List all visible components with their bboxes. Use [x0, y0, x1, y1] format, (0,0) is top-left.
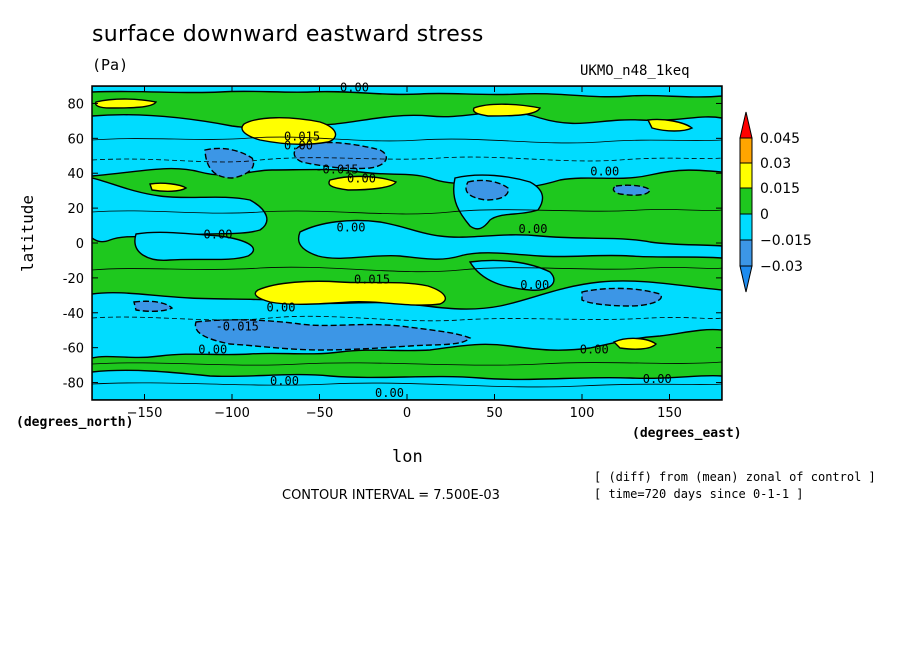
colorbar-box-minus-0.015: [739, 213, 753, 241]
colorbar-box-0.03: [739, 137, 753, 164]
field-high-7: [254, 280, 447, 306]
note-time: [ time=720 days since 0-1-1 ]: [594, 487, 804, 501]
y-tick-label: 60: [67, 132, 84, 147]
field-high-3: [472, 103, 542, 117]
x-tick-label: −150: [127, 406, 163, 421]
contour-label: -0.015: [216, 320, 259, 334]
y-tick-label: -20: [63, 272, 84, 287]
contour-label: 0.00: [590, 164, 619, 178]
y-tick-label: 40: [67, 167, 84, 182]
field-high-6: [328, 175, 398, 191]
field-region-south-band: [92, 369, 722, 400]
y-axis-unit: (degrees_north): [16, 415, 134, 430]
x-tick-label: −100: [214, 406, 250, 421]
contour-interval: CONTOUR INTERVAL = 7.500E-03: [282, 488, 500, 503]
colorbar-label: 0: [760, 207, 769, 223]
field-region-equator-left: [134, 231, 255, 261]
colorbar-label: −0.03: [760, 259, 803, 275]
contour-label: 0.00: [375, 386, 404, 400]
colorbar: 0.045 0.03 0.015 0 −0.015 −0.03: [739, 111, 812, 293]
colorbar-label: 0.045: [760, 131, 800, 147]
colorbar-label: −0.015: [760, 233, 812, 249]
note-diff: [ (diff) from (mean) zonal of control ]: [594, 470, 876, 484]
field-low-nh-3: [465, 179, 509, 201]
y-tick-label: 0: [76, 237, 84, 252]
contour-label: -0.015: [315, 163, 358, 177]
dataset-label: UKMO_n48_1keq: [580, 63, 690, 79]
field-low-sh-2: [581, 287, 662, 307]
field-low-nh-2: [293, 141, 388, 170]
field-region-nhtropic-left: [92, 177, 268, 243]
contour-label: 0.00: [284, 138, 313, 152]
colorbar-arrow-bottom: [739, 265, 753, 293]
contour-label: 0.00: [270, 374, 299, 388]
contour-label: 0.00: [337, 220, 366, 234]
contour-field: [92, 86, 722, 400]
contour-label: 0.015: [354, 273, 390, 287]
y-tick-label: 20: [67, 202, 84, 217]
contour-label: 0.015: [284, 130, 320, 144]
x-tick-label: −50: [306, 406, 333, 421]
contour-label: 0.00: [519, 222, 548, 236]
x-tick-label: 100: [570, 406, 595, 421]
contour-label: 0.00: [267, 301, 296, 315]
axis-ticks: −150 −100 −50 0 50 100 150 -80 -60 -40 -20 0 20 40 60 8…: [63, 86, 722, 421]
colorbar-label: 0.03: [760, 156, 791, 172]
y-tick-label: -40: [63, 307, 84, 322]
x-axis-unit: (degrees_east): [632, 426, 742, 441]
field-high-2: [94, 98, 158, 109]
x-tick-label: 150: [657, 406, 682, 421]
field-low-sh-1: [194, 319, 472, 351]
y-tick-label: -60: [63, 342, 84, 357]
field-high-4: [646, 118, 694, 132]
units-label: (Pa): [92, 56, 129, 74]
contour-label: 0.00: [580, 342, 609, 356]
field-low-sh-3: [133, 300, 174, 313]
contour-lines: [92, 136, 722, 388]
contour-label: 0.00: [340, 81, 369, 95]
colorbar-box-minus-0.03: [739, 239, 753, 267]
x-tick-label: 50: [486, 406, 503, 421]
x-axis-label: lon: [392, 447, 423, 467]
contour-label: 0.00: [347, 171, 376, 185]
contour-label: 0.00: [198, 342, 227, 356]
chart-title: surface downward eastward stress: [92, 22, 484, 47]
field-low-nh-1: [204, 147, 255, 179]
colorbar-box-0.015: [739, 162, 753, 189]
y-tick-label: 80: [67, 97, 84, 112]
contour-label: 0.00: [520, 278, 549, 292]
colorbar-box-0: [739, 187, 753, 215]
field-region-equator-center: [297, 219, 722, 260]
colorbar-arrow-top: [739, 111, 753, 139]
contour-label: 0.00: [643, 372, 672, 386]
contour-label: 0.00: [204, 227, 233, 241]
colorbar-label: 0.015: [760, 181, 800, 197]
field-low-nh-4: [612, 184, 651, 196]
field-high-5: [149, 182, 188, 193]
y-tick-label: -80: [63, 377, 84, 392]
field-high-8: [612, 337, 658, 350]
x-tick-label: 0: [403, 406, 411, 421]
